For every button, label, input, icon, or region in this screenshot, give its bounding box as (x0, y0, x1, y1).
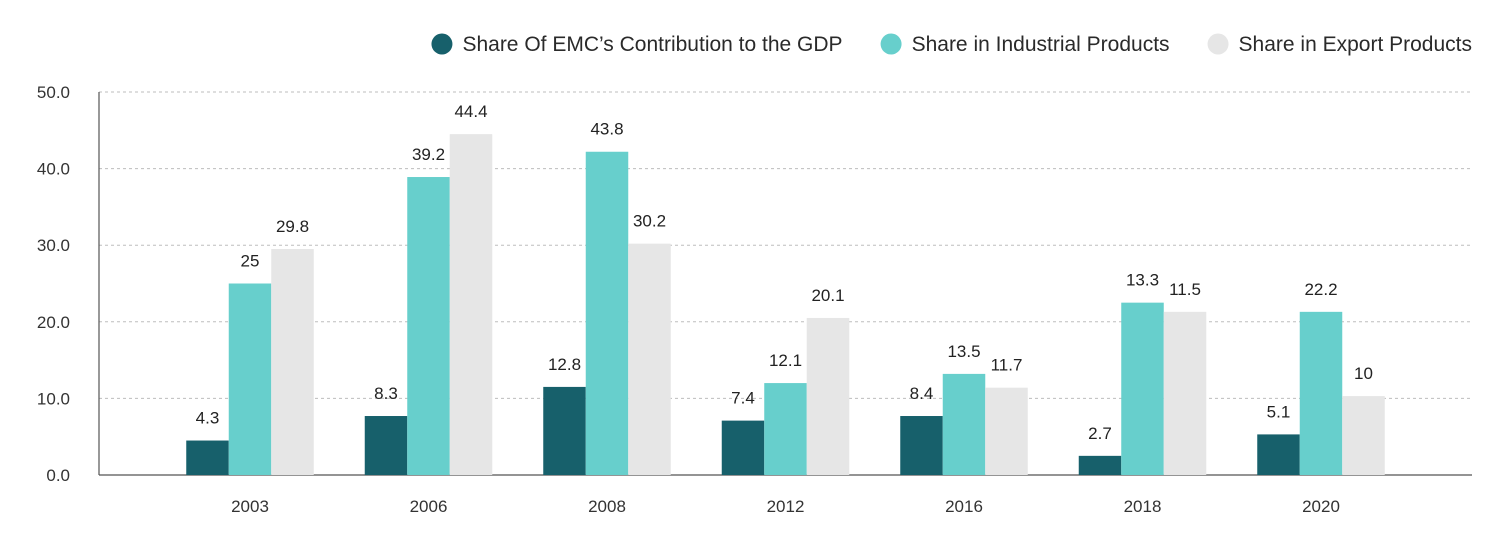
x-tick-label: 2012 (767, 497, 805, 516)
data-label: 30.2 (633, 212, 666, 231)
bar (1257, 434, 1300, 475)
data-label: 11.7 (991, 356, 1023, 375)
legend-marker (880, 33, 902, 55)
legend-label: Share in Export Products (1239, 33, 1472, 56)
legend-item: Share Of EMC’s Contribution to the GDP (431, 33, 843, 56)
bar (721, 420, 765, 475)
data-label: 8.4 (910, 384, 934, 403)
data-label: 7.4 (731, 389, 755, 408)
bar (1078, 455, 1122, 475)
x-tick-label: 2003 (231, 497, 269, 516)
data-label: 2.7 (1088, 424, 1112, 443)
legend: Share in Export Products Share in Industr… (431, 33, 1472, 56)
data-label: 44.4 (454, 102, 487, 121)
y-tick-label: 30.0 (37, 236, 70, 255)
data-label: 20.1 (811, 286, 844, 305)
y-tick-label: 20.0 (37, 313, 70, 332)
data-label: 39.2 (412, 145, 445, 164)
bar (407, 177, 450, 475)
x-tick-label: 2006 (410, 497, 448, 516)
bar (1299, 311, 1343, 475)
y-tick-label: 0.0 (46, 466, 70, 485)
y-tick-label: 50.0 (37, 83, 70, 102)
data-label: 4.3 (196, 409, 220, 428)
bar (1342, 396, 1385, 475)
bar (900, 416, 943, 475)
legend-item: Share in Industrial Products (880, 33, 1170, 56)
bar (271, 249, 314, 475)
bar (228, 283, 272, 475)
data-label: 10 (1354, 364, 1373, 383)
x-tick-label: 2016 (945, 497, 983, 516)
bar (942, 373, 986, 475)
bar (764, 383, 807, 475)
x-tick-label: 2018 (1124, 497, 1162, 516)
data-label: 12.8 (548, 355, 581, 374)
y-tick-label: 10.0 (37, 389, 70, 408)
bar (628, 243, 671, 475)
data-label: 22.2 (1304, 280, 1337, 299)
y-tick-label: 40.0 (37, 160, 70, 179)
bar (585, 151, 629, 476)
bar (1163, 311, 1207, 475)
data-label: 29.8 (276, 217, 309, 236)
data-label: 25 (241, 252, 260, 271)
x-axis: 2003 2006 2008 2012 2016 2018 2020 (231, 497, 1340, 516)
data-labels: 4.3 25 29.8 8.3 39.2 44.4 12.8 43.8 30.2 7.4 12.1 2… (196, 102, 1373, 443)
legend-label: Share Of EMC’s Contribution to the GDP (462, 33, 842, 56)
legend-label: Share in Industrial Products (912, 33, 1170, 56)
bar (1121, 302, 1164, 475)
data-label: 43.8 (590, 120, 623, 139)
data-label: 13.5 (947, 342, 980, 361)
bar (985, 387, 1028, 475)
bar (806, 317, 850, 475)
legend-item: Share in Export Products (1207, 33, 1472, 56)
x-tick-label: 2020 (1302, 497, 1340, 516)
legend-marker (431, 33, 453, 55)
bar (543, 386, 586, 475)
data-label: 13.3 (1126, 271, 1159, 290)
data-label: 5.1 (1267, 402, 1291, 421)
legend-marker (1207, 33, 1229, 55)
data-label: 11.5 (1169, 280, 1201, 299)
x-tick-label: 2008 (588, 497, 626, 516)
data-label: 12.1 (769, 351, 802, 370)
bar (186, 440, 229, 475)
bar (449, 134, 493, 475)
bars (186, 134, 1385, 476)
data-label: 8.3 (374, 384, 398, 403)
bar (364, 416, 408, 475)
